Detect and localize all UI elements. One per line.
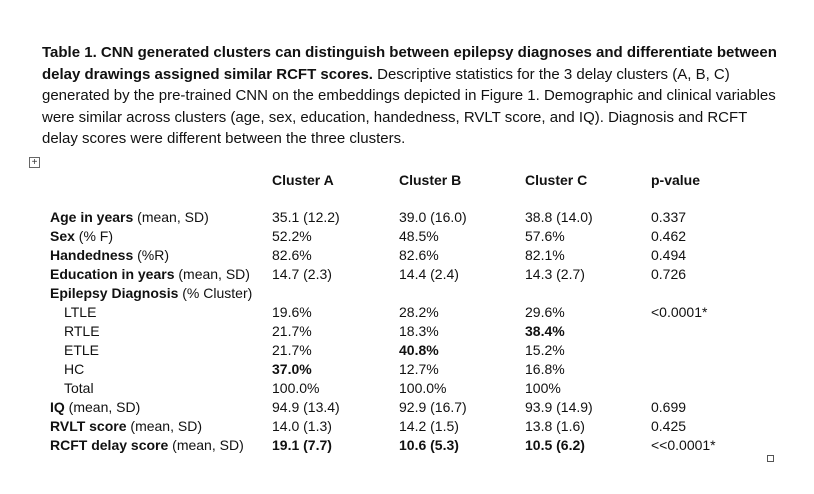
cluster-a-cell: 37.0% <box>272 361 312 377</box>
cluster-b-cell: 92.9 (16.7) <box>399 399 467 415</box>
cluster-a-cell: 52.2% <box>272 228 312 244</box>
cluster-a-cell: 19.6% <box>272 304 312 320</box>
table-resize-handle[interactable] <box>767 455 774 462</box>
cluster-a-cell: 94.9 (13.4) <box>272 399 340 415</box>
row-label-detail: LTLE <box>64 304 97 320</box>
header-cluster-b: Cluster B <box>399 172 462 188</box>
row-label-detail: HC <box>64 361 85 377</box>
row-label: RTLE <box>64 322 100 340</box>
cluster-c-cell: 13.8 (1.6) <box>525 418 585 434</box>
p-value-cell: 0.494 <box>651 247 687 263</box>
row-label-detail: RTLE <box>64 323 100 339</box>
p-value-cell: 0.699 <box>651 399 687 415</box>
cluster-b-cell: 39.0 (16.0) <box>399 209 467 225</box>
cluster-b-cell: 18.3% <box>399 323 439 339</box>
table-caption: Table 1. CNN generated clusters can dist… <box>42 42 782 150</box>
cluster-a-cell: 14.7 (2.3) <box>272 266 332 282</box>
cluster-a-cell: 14.0 (1.3) <box>272 418 332 434</box>
row-label: Epilepsy Diagnosis (% Cluster) <box>50 284 252 302</box>
caption-body: Descriptive statistics for the 3 delay c… <box>42 65 776 148</box>
row-label-detail: (mean, SD) <box>133 209 209 225</box>
row-label: IQ (mean, SD) <box>50 398 140 416</box>
p-value-cell: <<0.0001* <box>651 437 716 453</box>
row-label-detail: (mean, SD) <box>64 399 141 415</box>
p-value-cell: <0.0001* <box>651 304 708 320</box>
cluster-c-cell: 16.8% <box>525 361 565 377</box>
cluster-c-cell: 15.2% <box>525 342 565 358</box>
cluster-a-cell: 19.1 (7.7) <box>272 437 332 453</box>
cluster-b-cell: 14.2 (1.5) <box>399 418 459 434</box>
table-move-handle-icon[interactable]: + <box>29 157 40 168</box>
p-value-cell: 0.337 <box>651 209 687 225</box>
cluster-c-cell: 14.3 (2.7) <box>525 266 585 282</box>
cluster-c-cell: 38.8 (14.0) <box>525 209 593 225</box>
cluster-b-cell: 28.2% <box>399 304 439 320</box>
row-label-bold: Age in years <box>50 209 134 225</box>
cluster-c-cell: 38.4% <box>525 323 565 339</box>
row-label-detail: Total <box>64 380 94 396</box>
cluster-a-cell: 21.7% <box>272 323 312 339</box>
cluster-b-cell: 40.8% <box>399 342 439 358</box>
row-label: RVLT score (mean, SD) <box>50 417 202 435</box>
row-label-bold: Epilepsy Diagnosis <box>50 285 179 301</box>
cluster-b-cell: 14.4 (2.4) <box>399 266 459 282</box>
row-label: Total <box>64 379 94 397</box>
cluster-c-cell: 100% <box>525 380 561 396</box>
row-label-bold: IQ <box>50 399 65 415</box>
row-label: LTLE <box>64 303 96 321</box>
row-label: Handedness (%R) <box>50 246 169 264</box>
header-cluster-c: Cluster C <box>525 172 588 188</box>
row-label: Sex (% F) <box>50 227 113 245</box>
cluster-b-cell: 12.7% <box>399 361 439 377</box>
header-cluster-a: Cluster A <box>272 172 334 188</box>
row-label: Education in years (mean, SD) <box>50 265 250 283</box>
row-label-detail: (mean, SD) <box>174 266 250 282</box>
p-value-cell: 0.462 <box>651 228 687 244</box>
row-label-detail: ETLE <box>64 342 100 358</box>
row-label-detail: (% Cluster) <box>178 285 253 301</box>
cluster-b-cell: 48.5% <box>399 228 439 244</box>
row-label-bold: Sex <box>50 228 75 244</box>
cluster-b-cell: 100.0% <box>399 380 447 396</box>
cluster-c-cell: 82.1% <box>525 247 565 263</box>
row-label-bold: Handedness <box>50 247 134 263</box>
cluster-a-cell: 35.1 (12.2) <box>272 209 340 225</box>
p-value-cell: 0.726 <box>651 266 687 282</box>
cluster-c-cell: 10.5 (6.2) <box>525 437 585 453</box>
cluster-a-cell: 100.0% <box>272 380 320 396</box>
header-p-value: p-value <box>651 172 701 188</box>
row-label-bold: RCFT delay score <box>50 437 169 453</box>
cluster-b-cell: 82.6% <box>399 247 439 263</box>
p-value-cell: 0.425 <box>651 418 687 434</box>
row-label-detail: (%R) <box>133 247 170 263</box>
row-label-bold: Education in years <box>50 266 175 282</box>
cluster-a-cell: 21.7% <box>272 342 312 358</box>
cluster-c-cell: 57.6% <box>525 228 565 244</box>
row-label-bold: RVLT score <box>50 418 127 434</box>
row-label: ETLE <box>64 341 99 359</box>
row-label: HC <box>64 360 84 378</box>
cluster-a-cell: 82.6% <box>272 247 312 263</box>
row-label-detail: (mean, SD) <box>168 437 244 453</box>
row-label: Age in years (mean, SD) <box>50 208 209 226</box>
caption-title: Table 1. CNN generated clusters can dist… <box>42 44 777 83</box>
cluster-b-cell: 10.6 (5.3) <box>399 437 459 453</box>
cluster-c-cell: 29.6% <box>525 304 565 320</box>
cluster-c-cell: 93.9 (14.9) <box>525 399 593 415</box>
row-label-detail: (mean, SD) <box>126 418 202 434</box>
row-label: RCFT delay score (mean, SD) <box>50 436 244 454</box>
row-label-detail: (% F) <box>74 228 114 244</box>
